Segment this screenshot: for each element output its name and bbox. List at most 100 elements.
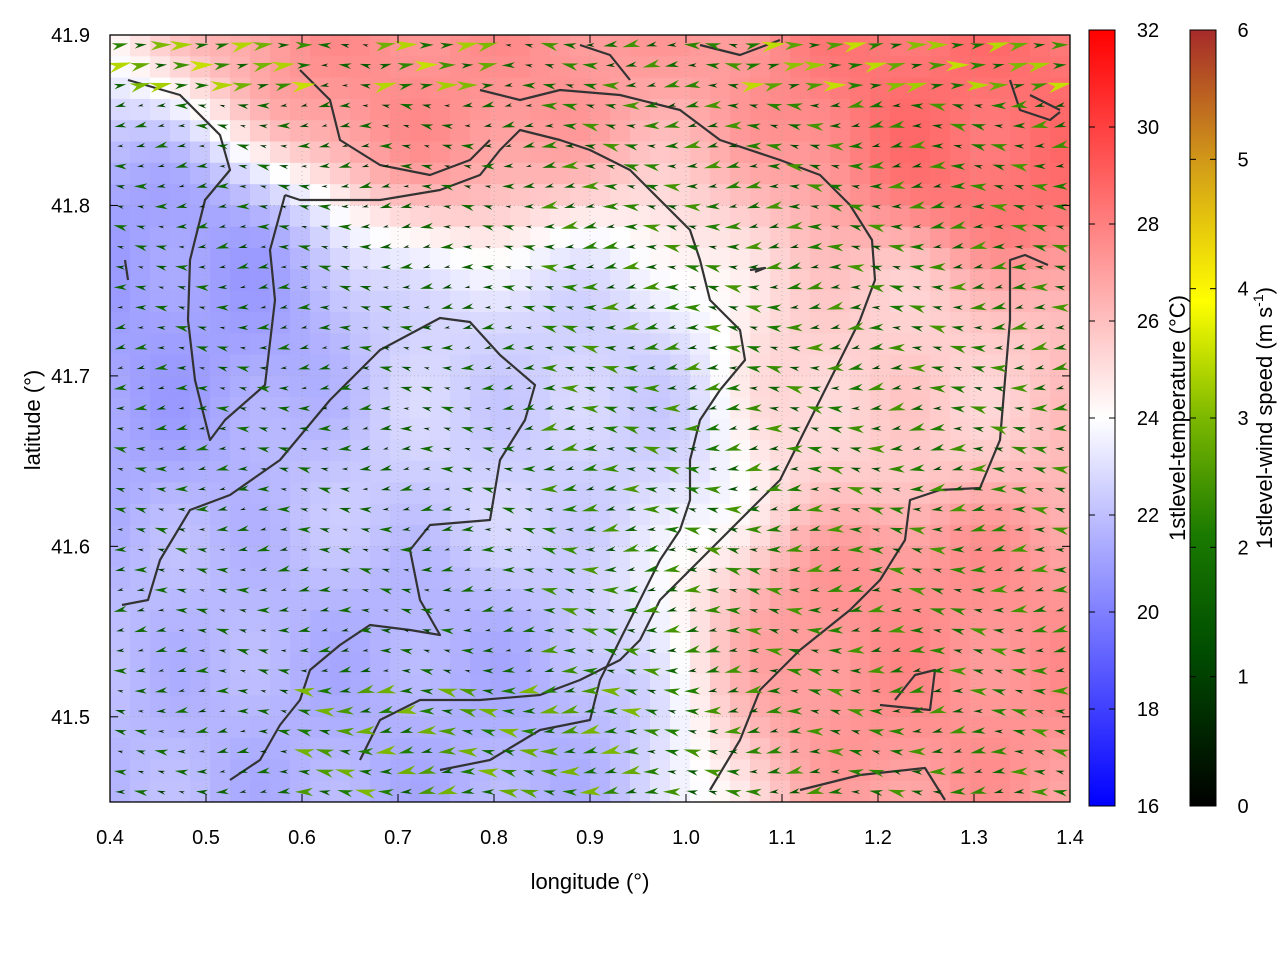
wind-vector [726,465,740,471]
wind-vector [785,221,804,230]
wind-vector [643,164,661,172]
wind-vector [603,648,619,656]
temperature-cell [870,716,891,739]
wind-vector [501,121,516,128]
wind-vector [988,82,1009,91]
temperature-colorbar-label: 1stlevel-temperature (°C) [1165,295,1190,541]
wind-vector [276,506,291,513]
wind-vector [826,748,845,757]
wind-vector [663,303,680,311]
temperature-cell [610,397,631,420]
temperature-cell [410,290,431,313]
temperature-cell [130,290,151,313]
wind-vector [257,649,270,655]
wind-vector [177,286,187,291]
temperature-cell [590,375,611,398]
wind-vector [177,507,186,512]
x-tick-label: 1.4 [1056,827,1084,849]
wind-vector [176,365,187,371]
wind-vector [177,123,186,128]
wind-vector [1034,710,1045,715]
wind-vector [378,526,393,533]
wind-vector [335,727,355,736]
wind-vector [581,282,599,291]
wind-vector [501,446,515,452]
wind-vector [362,104,369,108]
temperature-cell [710,567,731,590]
wind-vector [542,607,556,614]
wind-vector [867,604,886,613]
wind-vector [664,142,679,149]
wind-vector [910,103,924,110]
wind-vector [278,165,289,170]
temperature-cell [930,141,951,164]
wind-vector [972,223,984,229]
wind-vector [601,302,620,311]
temperature-cell [430,546,451,569]
wind-vector [602,426,619,434]
temperature-cell [870,162,891,185]
wind-vector [830,669,841,674]
wind-vector [768,445,780,451]
temperature-cell [850,248,871,270]
temperature-cell [730,98,751,121]
temperature-cell [210,461,231,484]
temperature-cell [550,631,571,654]
y-axis: 41.541.641.741.841.9 [51,25,1070,729]
wind-vector [667,488,677,493]
wind-vector [584,588,596,594]
wind-vector [359,667,372,673]
temperature-cell [750,162,771,185]
temperature-cell [910,205,931,228]
wind-vector [808,748,821,754]
wind-vector [442,447,452,452]
temperature-cell [290,631,311,654]
temperature-cell [730,567,751,590]
temperature-cell [390,375,411,398]
wind-vector [559,766,581,776]
wind-vector [769,568,779,573]
wind-vector [703,769,723,778]
wind-vector [401,445,412,451]
wind-vector [116,627,125,632]
temperature-cell [730,162,751,185]
temperature-cell [870,290,891,313]
wind-vector [299,508,309,512]
wind-vector [358,244,372,250]
wind-vector [1027,62,1051,73]
wind-vector [318,790,331,796]
wind-vector [544,346,554,351]
wind-vector [362,326,369,330]
temperature-cell [950,269,971,292]
temperature-cell [750,610,771,633]
wind-vector [623,585,639,593]
wind-vector [196,548,208,553]
wind-vector [850,627,861,632]
wind-vector [952,485,964,491]
temperature-cell [690,98,711,121]
temperature-cell [890,56,911,79]
temperature-cell [650,226,671,249]
wind-vector [481,265,495,271]
wind-vector [646,365,656,370]
wind-vector [665,585,679,592]
wind-vector [748,326,759,331]
temperature-cell [130,141,151,164]
wind-vector [113,163,127,170]
wind-vector [847,322,865,330]
wind-vector [524,64,533,68]
wind-vector [394,40,418,52]
wind-vector [437,727,457,736]
wind-vector [626,124,636,129]
wind-vector [928,483,947,492]
wind-vector [235,587,250,594]
wind-vector [137,426,145,430]
wind-vector [423,527,430,531]
wind-vector [605,546,616,552]
wind-vector [643,564,660,572]
wind-vector [973,709,983,714]
temperature-cell [270,375,291,398]
wind-vector [458,709,478,718]
wind-vector [417,765,437,774]
wind-vector [868,323,884,331]
